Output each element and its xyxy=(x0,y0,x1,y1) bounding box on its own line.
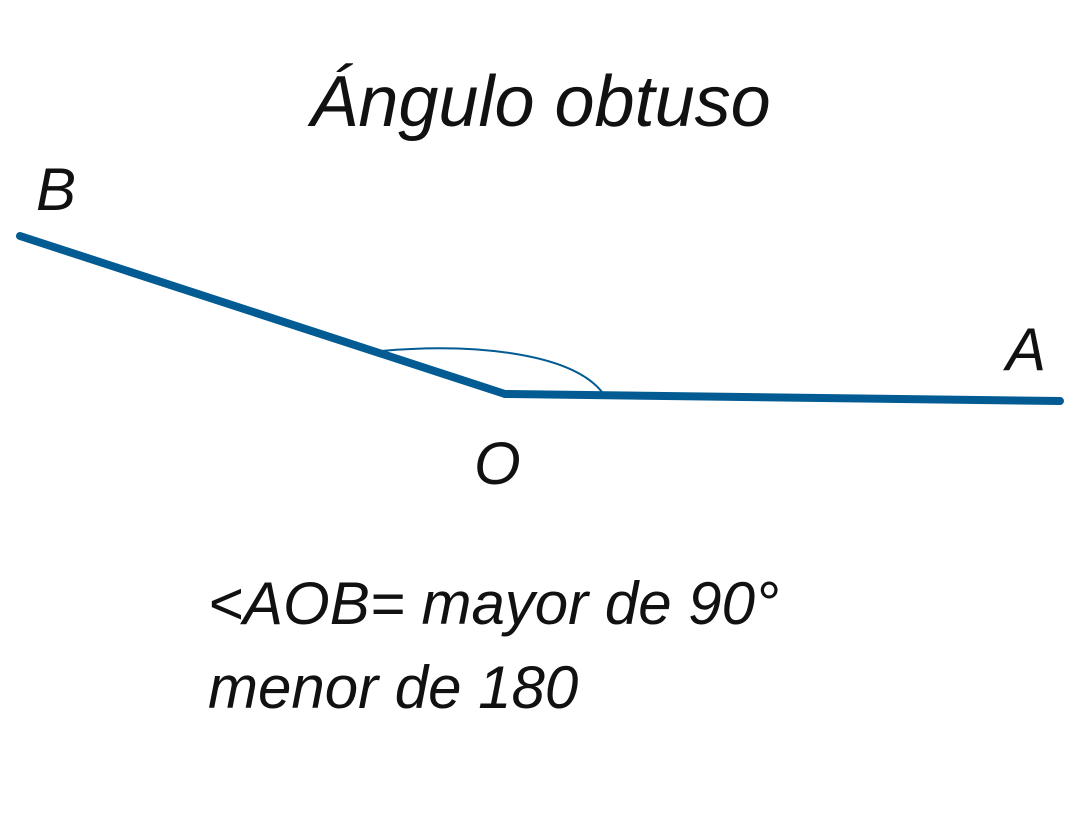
caption-line-1: <AOB= mayor de 90° xyxy=(208,570,779,637)
point-label-b: B xyxy=(36,156,77,223)
angle-arc xyxy=(380,347,603,393)
angle-caption: <AOB= mayor de 90° menor de 180 xyxy=(208,562,779,730)
point-label-a: A xyxy=(1006,316,1047,383)
caption-line-2: menor de 180 xyxy=(208,654,579,721)
ray-ob xyxy=(16,232,509,398)
point-label-o: O xyxy=(474,430,521,497)
ray-oa xyxy=(501,390,1064,405)
diagram-title: Ángulo obtuso xyxy=(310,62,771,142)
